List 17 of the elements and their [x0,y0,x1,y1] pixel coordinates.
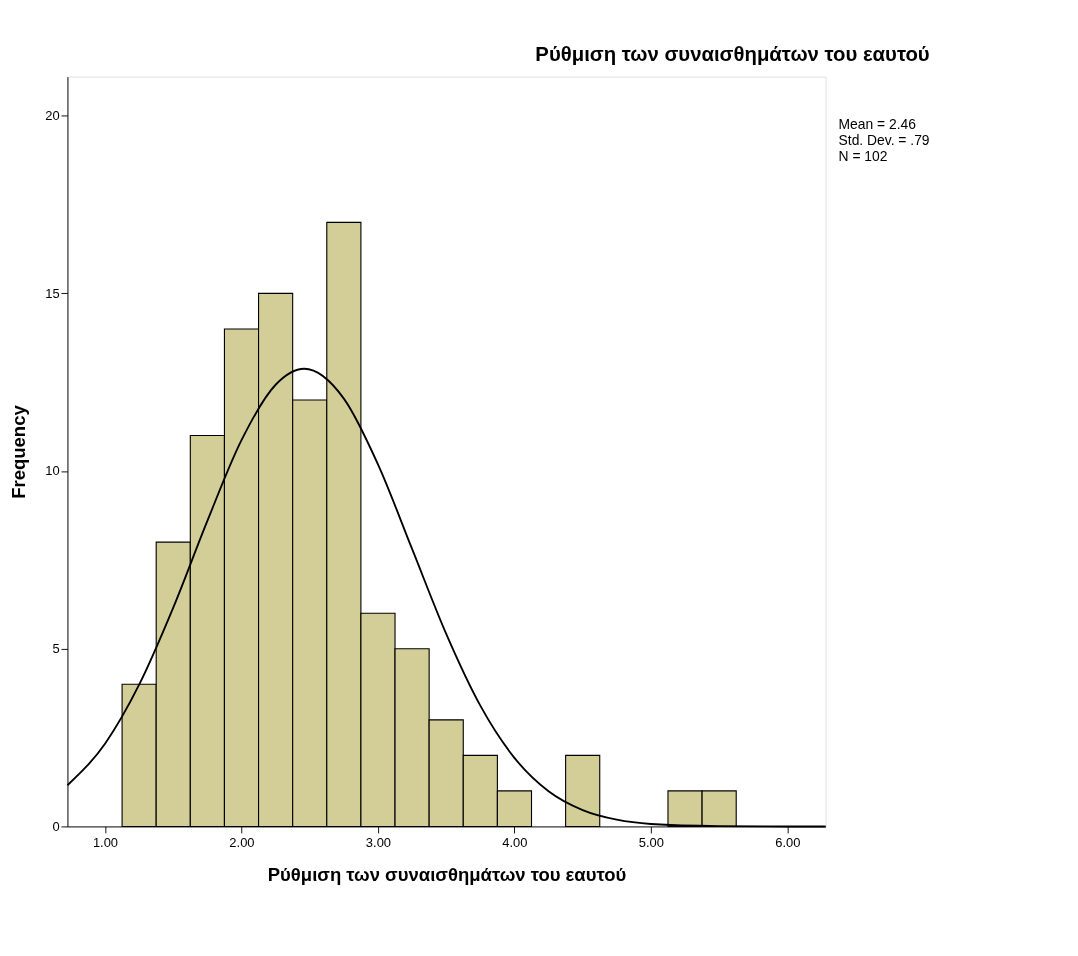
x-tick-label: 6.00 [775,835,801,851]
text: Std. Dev. = .79 [838,132,930,149]
text: Mean = 2.46 [838,116,917,133]
y-axis-title: Frequency [7,404,29,499]
x-tick-label: 5.00 [638,835,664,851]
x-tick-label: 1.00 [92,835,119,851]
chart-title: Ρύθμιση των συναισθημάτων του εαυτού [535,42,930,65]
x-tick-label: 4.00 [502,835,528,851]
y-tick-label: 0 [52,818,60,834]
y-tick-label: 15 [45,285,60,301]
x-tick-label: 3.00 [365,835,392,851]
y-tick-label: 10 [45,463,60,479]
text: N = 102 [838,147,888,164]
y-tick-label: 20 [45,107,60,123]
x-axis-title: Ρύθμιση των συναισθημάτων του εαυτού [267,864,627,886]
x-tick-label: 2.00 [229,835,255,851]
y-tick-label: 5 [52,640,60,656]
